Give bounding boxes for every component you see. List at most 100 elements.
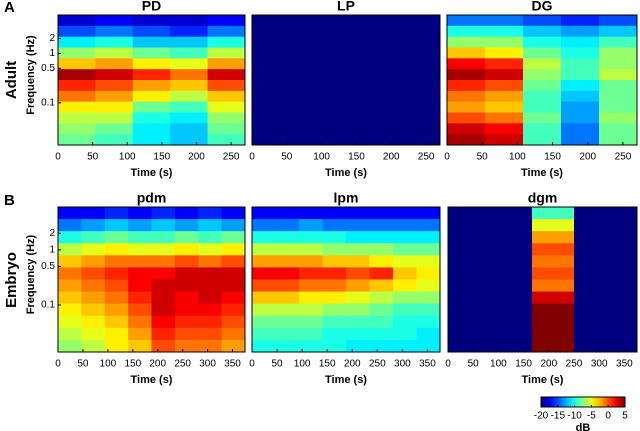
heat-cell bbox=[58, 243, 82, 256]
heat-cell bbox=[299, 243, 323, 256]
heat-cell bbox=[393, 267, 417, 280]
heat-cell bbox=[252, 231, 276, 244]
heat-cell bbox=[490, 219, 512, 232]
heat-cell bbox=[532, 291, 554, 305]
heat-cell bbox=[81, 291, 106, 305]
heat-cell bbox=[81, 255, 106, 268]
x-tick-label: 350 bbox=[419, 359, 436, 370]
heat-cell bbox=[275, 255, 300, 268]
heat-cell bbox=[469, 207, 491, 220]
heat-cell bbox=[523, 47, 562, 59]
heat-cell bbox=[561, 15, 600, 27]
heat-cell bbox=[595, 339, 617, 353]
heat-cell bbox=[561, 47, 600, 59]
y-tick-label: 1 bbox=[49, 48, 55, 59]
heat-cell bbox=[553, 207, 575, 220]
heat-cell bbox=[469, 327, 491, 341]
heat-cell bbox=[198, 327, 223, 341]
heat-cell bbox=[299, 291, 323, 305]
heat-cell bbox=[490, 243, 512, 256]
heat-cell bbox=[469, 219, 491, 232]
heat-cell bbox=[128, 327, 152, 341]
heat-cell bbox=[447, 25, 486, 38]
x-tick-label: 50 bbox=[87, 152, 99, 163]
heat-cell bbox=[275, 339, 300, 353]
heat-cell bbox=[532, 207, 554, 220]
heat-cell bbox=[151, 243, 176, 256]
heat-cell bbox=[322, 207, 347, 220]
heat-cell bbox=[523, 123, 562, 135]
heat-cell bbox=[170, 69, 209, 81]
x-tick-label: 0 bbox=[445, 359, 451, 370]
heat-cell bbox=[81, 303, 106, 317]
heat-cell bbox=[221, 291, 246, 305]
heat-cell bbox=[198, 303, 223, 317]
heat-cell bbox=[104, 327, 129, 341]
heat-cell bbox=[221, 231, 246, 244]
heat-cell bbox=[346, 279, 370, 293]
heat-cell bbox=[346, 255, 370, 268]
heat-cell bbox=[221, 267, 246, 280]
colorbar-tick-label: 5 bbox=[622, 411, 628, 422]
heat-cell bbox=[198, 279, 223, 293]
heat-cell bbox=[511, 219, 533, 232]
plot-frame bbox=[57, 14, 246, 146]
x-tick-label: 200 bbox=[149, 359, 166, 370]
x-tick-label: 100 bbox=[119, 152, 136, 163]
heat-cell bbox=[553, 327, 575, 341]
heat-cell bbox=[485, 90, 524, 103]
heat-cell bbox=[485, 69, 524, 81]
heat-cell bbox=[595, 279, 617, 293]
panel-title: dgm bbox=[528, 190, 558, 206]
heat-cell bbox=[490, 303, 512, 317]
heat-cell bbox=[128, 219, 152, 232]
heat-cell bbox=[128, 339, 152, 353]
heat-cell bbox=[574, 339, 596, 353]
heat-cell bbox=[58, 101, 96, 113]
heat-cell bbox=[416, 255, 441, 268]
x-axis-label: Time (s) bbox=[131, 167, 173, 179]
heat-cell bbox=[393, 207, 417, 220]
heat-cell bbox=[574, 219, 596, 232]
heat-cell bbox=[58, 291, 82, 305]
heat-cell bbox=[58, 255, 82, 268]
heat-cell bbox=[561, 112, 600, 124]
x-tick-label: 50 bbox=[272, 359, 284, 370]
heat-cell bbox=[574, 327, 596, 341]
x-tick-label: 150 bbox=[348, 152, 365, 163]
heat-cell bbox=[275, 267, 300, 280]
heat-cell bbox=[448, 279, 470, 293]
x-axis-label: Time (s) bbox=[325, 167, 367, 179]
row-name: Embryo bbox=[3, 252, 20, 308]
heat-cell bbox=[151, 291, 176, 305]
heat-cell bbox=[132, 15, 171, 27]
heat-cell bbox=[151, 303, 176, 317]
x-tick-label: 250 bbox=[566, 359, 583, 370]
heat-cell bbox=[523, 134, 562, 146]
heat-cell bbox=[170, 112, 209, 124]
heat-cell bbox=[170, 101, 209, 113]
x-tick-label: 150 bbox=[154, 152, 171, 163]
heat-cell bbox=[469, 339, 491, 353]
heat-cell bbox=[275, 291, 300, 305]
heat-cell bbox=[490, 231, 512, 244]
heat-cell bbox=[561, 25, 600, 38]
heat-cell bbox=[447, 112, 486, 124]
heat-cell bbox=[95, 90, 134, 103]
heat-cell bbox=[346, 303, 370, 317]
heat-cell bbox=[553, 291, 575, 305]
heat-cell bbox=[252, 243, 276, 256]
x-tick-label: 0 bbox=[55, 152, 61, 163]
x-tick-label: 300 bbox=[591, 359, 608, 370]
row-letter: A bbox=[4, 0, 15, 16]
heat-cell bbox=[81, 339, 106, 353]
heat-cell bbox=[132, 101, 171, 113]
x-tick-label: 200 bbox=[540, 359, 557, 370]
heat-cell bbox=[595, 231, 617, 244]
heat-cell bbox=[174, 327, 199, 341]
heat-cell bbox=[151, 279, 176, 293]
x-tick-label: 200 bbox=[344, 359, 361, 370]
heat-cell bbox=[561, 101, 600, 113]
heat-cell bbox=[416, 267, 441, 280]
heat-cell bbox=[132, 123, 171, 135]
